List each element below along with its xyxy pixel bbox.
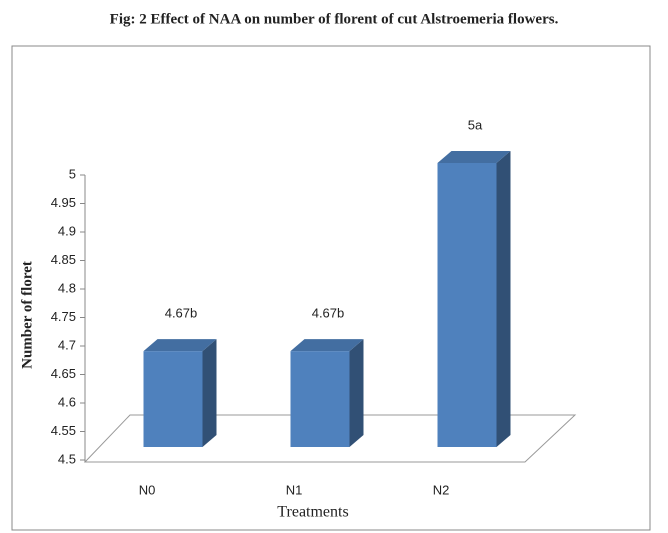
bar-top xyxy=(290,339,364,352)
y-tick-label: 4.5 xyxy=(58,451,76,466)
bar-front xyxy=(437,163,497,447)
value-label: 4.67b xyxy=(312,306,345,321)
floor xyxy=(83,414,577,463)
y-axis-title: Number of floret xyxy=(19,261,35,369)
bar-front xyxy=(290,351,350,447)
y-tick-label: 4.85 xyxy=(51,252,76,267)
chart-title: Fig: 2 Effect of NAA on number of floren… xyxy=(110,11,559,27)
x-axis-title: Treatments xyxy=(277,504,348,521)
bar xyxy=(290,339,364,447)
bar-front xyxy=(143,351,203,447)
y-tick-label: 4.9 xyxy=(58,223,76,238)
y-tick-label: 4.7 xyxy=(58,337,76,352)
y-tick-label: 4.75 xyxy=(51,309,76,324)
bar-side xyxy=(349,339,364,447)
y-tick-label: 4.65 xyxy=(51,366,76,381)
bar-top xyxy=(437,151,511,163)
y-tick-label: 4.95 xyxy=(51,195,76,210)
bar xyxy=(143,339,217,447)
x-tick-label: N1 xyxy=(286,482,303,497)
value-label: 4.67b xyxy=(165,306,198,321)
value-label: 5a xyxy=(468,117,483,132)
bar xyxy=(437,151,511,447)
y-tick-label: 4.55 xyxy=(51,423,76,438)
y-tick-label: 4.8 xyxy=(58,280,76,295)
chart-frame xyxy=(11,45,651,531)
y-tick-label: 5 xyxy=(69,166,76,181)
y-tick-label: 4.6 xyxy=(58,394,76,409)
x-tick-label: N2 xyxy=(433,482,450,497)
bar-top xyxy=(143,339,217,352)
bar-side xyxy=(496,151,511,447)
bar-side xyxy=(202,339,217,447)
x-tick-label: N0 xyxy=(139,482,156,497)
